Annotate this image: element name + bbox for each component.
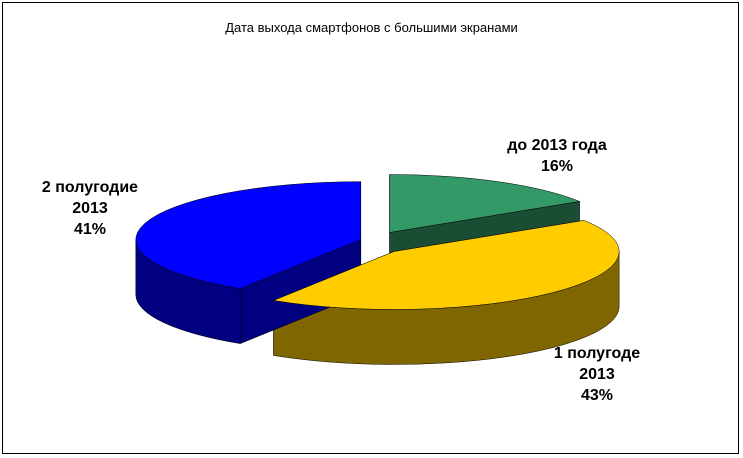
slice-label: до 2013 года 16% <box>472 135 642 177</box>
value-label: 16% <box>540 158 574 175</box>
slice-label: 2 полугодие 2013 41% <box>35 177 145 240</box>
category-label: 1 полугоде 2013 <box>553 345 641 383</box>
value-label: 43% <box>580 387 614 404</box>
category-label: до 2013 года <box>507 137 607 154</box>
value-label: 41% <box>73 221 107 238</box>
slice-tops <box>135 174 620 310</box>
chart-title: Дата выхода смартфонов с большими экрана… <box>225 20 518 35</box>
pie-slice <box>135 181 362 289</box>
chart-frame <box>2 2 739 454</box>
pie-slice <box>389 174 581 233</box>
pie-slice <box>272 220 620 310</box>
category-label: 2 полугодие 2013 <box>41 179 139 217</box>
slice-label: 1 полугоде 2013 43% <box>542 343 652 406</box>
